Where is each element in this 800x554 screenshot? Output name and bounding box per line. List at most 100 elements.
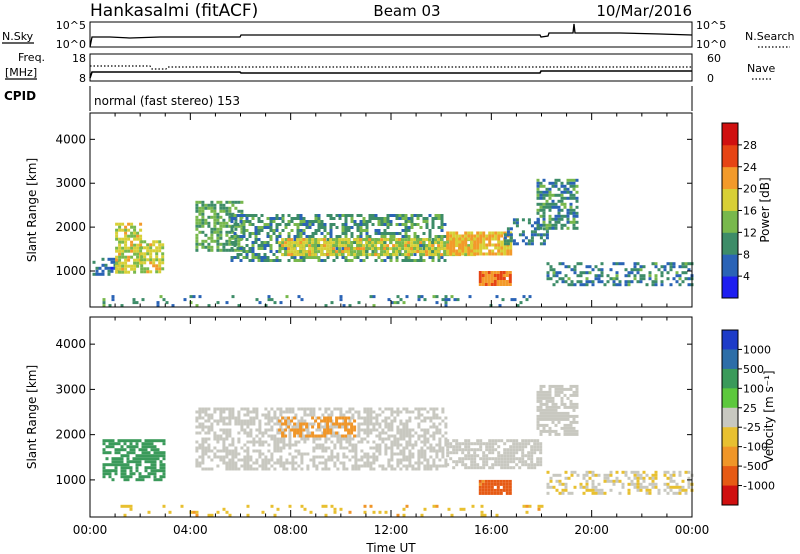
echo-cell xyxy=(225,242,229,246)
echo-cell xyxy=(491,448,495,452)
echo-cell xyxy=(111,460,115,464)
echo-cell xyxy=(231,410,235,414)
echo-cell xyxy=(539,411,543,415)
echo-cell xyxy=(636,271,640,275)
echo-cell xyxy=(563,214,567,218)
echo-cell xyxy=(606,274,610,278)
echo-cell xyxy=(396,440,400,444)
echo-cell xyxy=(198,425,202,429)
echo-cell xyxy=(339,413,343,417)
echo-cell xyxy=(404,220,408,223)
echo-cell xyxy=(210,215,214,219)
echo-cell xyxy=(213,452,217,456)
echo-cell xyxy=(395,256,399,259)
echo-cell xyxy=(269,247,273,250)
echo-cell xyxy=(428,232,432,235)
colorbar-swatch xyxy=(722,276,738,299)
echo-cell xyxy=(551,202,555,206)
echo-cell xyxy=(378,407,382,411)
echo-cell xyxy=(417,452,421,456)
echo-cell xyxy=(225,224,229,228)
echo-cell xyxy=(405,410,409,414)
echo-cell xyxy=(138,475,142,479)
echo-cell xyxy=(563,393,567,397)
echo-cell xyxy=(542,396,546,400)
echo-cell xyxy=(440,217,444,220)
echo-cell xyxy=(422,253,426,257)
echo-cell xyxy=(548,181,552,185)
echo-cell xyxy=(243,431,247,435)
echo-cell xyxy=(488,249,492,253)
echo-cell xyxy=(225,233,229,237)
echo-cell xyxy=(536,423,540,427)
echo-cell xyxy=(417,298,421,302)
echo-cell xyxy=(118,264,122,268)
echo-cell xyxy=(236,247,240,250)
echo-cell xyxy=(633,277,637,281)
echo-cell xyxy=(296,244,300,248)
echo-cell xyxy=(603,491,607,495)
echo-cell xyxy=(195,510,199,514)
echo-cell xyxy=(278,241,282,245)
echo-cell xyxy=(386,223,390,226)
echo-cell xyxy=(258,440,262,444)
echo-cell xyxy=(326,431,330,435)
echo-cell xyxy=(470,234,474,238)
echo-cell xyxy=(231,200,235,204)
echo-cell xyxy=(357,425,361,429)
echo-cell xyxy=(150,439,154,443)
echo-cell xyxy=(279,464,283,468)
echo-cell xyxy=(108,475,112,479)
echo-cell xyxy=(455,448,459,452)
echo-cell xyxy=(399,422,403,426)
echo-cell xyxy=(508,491,512,495)
echo-cell xyxy=(162,454,166,458)
nave-right-tick-top: 60 xyxy=(707,52,721,65)
echo-cell xyxy=(198,416,202,420)
echo-cell xyxy=(140,264,144,268)
echo-cell xyxy=(272,217,276,220)
echo-cell xyxy=(425,226,429,229)
echo-cell xyxy=(491,451,495,455)
echo-cell xyxy=(115,249,119,253)
echo-cell xyxy=(371,241,375,245)
echo-cell xyxy=(124,270,128,274)
echo-cell xyxy=(281,229,285,232)
echo-cell xyxy=(118,267,122,271)
echo-cell xyxy=(401,223,405,226)
echo-cell xyxy=(236,235,240,238)
echo-cell xyxy=(393,440,397,444)
echo-cell xyxy=(508,479,512,483)
echo-cell xyxy=(204,419,208,423)
echo-cell xyxy=(444,295,448,299)
echo-cell xyxy=(135,439,139,443)
echo-cell xyxy=(228,443,232,447)
echo-cell xyxy=(503,246,507,250)
echo-cell xyxy=(563,184,567,188)
echo-cell xyxy=(284,241,288,245)
echo-cell xyxy=(216,301,220,305)
echo-cell xyxy=(315,428,319,432)
echo-cell xyxy=(225,452,229,456)
echo-cell xyxy=(294,425,298,429)
echo-cell xyxy=(350,259,354,262)
echo-cell xyxy=(136,258,140,262)
echo-cell xyxy=(254,214,258,217)
echo-cell xyxy=(216,212,220,216)
echo-cell xyxy=(251,253,255,256)
echo-cell xyxy=(347,247,351,251)
echo-cell xyxy=(407,217,411,220)
echo-cell xyxy=(500,231,504,235)
echo-cell xyxy=(276,416,280,420)
echo-cell xyxy=(669,479,673,483)
echo-cell xyxy=(248,223,252,226)
echo-cell xyxy=(530,242,534,246)
echo-cell xyxy=(440,244,444,248)
colorbar-swatch xyxy=(722,427,738,448)
echo-cell xyxy=(443,235,447,238)
echo-cell xyxy=(508,280,512,283)
echo-cell xyxy=(484,491,488,495)
echo-cell xyxy=(293,253,297,257)
echo-cell xyxy=(443,223,447,226)
echo-cell xyxy=(515,439,519,443)
